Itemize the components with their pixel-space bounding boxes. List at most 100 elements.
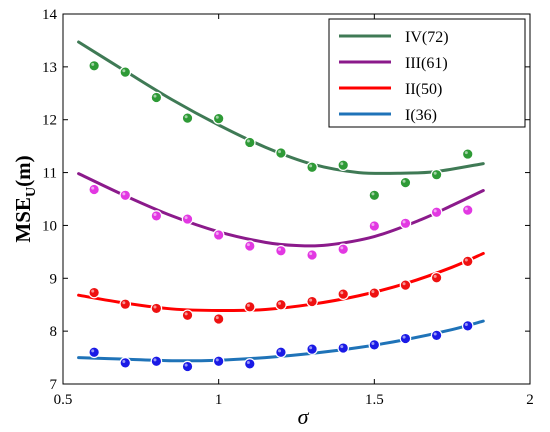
data-point: [150, 302, 163, 315]
legend-label: IV(72): [405, 29, 449, 46]
data-point: [150, 355, 163, 368]
x-tick-label: 2: [526, 392, 534, 408]
data-point-highlight: [433, 332, 437, 336]
data-point-highlight: [433, 274, 437, 278]
y-axis-label: MSEU(m): [11, 155, 39, 242]
data-point: [461, 255, 474, 268]
data-point: [399, 176, 412, 189]
axis-ticks: 0.5 1 1.5 2 7 8 9 10 11 12 13 14: [42, 7, 534, 408]
y-tick-label: 11: [43, 166, 57, 182]
fit-line: [77, 319, 485, 363]
x-tick-label: 1: [215, 392, 223, 408]
data-point-highlight: [402, 282, 406, 286]
series-1: [77, 172, 485, 261]
x-tick-label: 1.5: [365, 392, 384, 408]
data-point-highlight: [215, 316, 219, 320]
data-point-highlight: [309, 298, 313, 302]
y-tick-label: 13: [42, 60, 57, 76]
series-3: [77, 319, 485, 373]
data-point-highlight: [402, 220, 406, 224]
data-point: [399, 217, 412, 230]
data-point: [119, 66, 132, 78]
data-point-highlight: [464, 322, 468, 326]
data-point: [337, 288, 349, 300]
data-point: [399, 279, 412, 291]
data-point-highlight: [122, 301, 126, 305]
data-point-highlight: [215, 115, 219, 119]
data-point-highlight: [371, 290, 375, 294]
data-point-highlight: [122, 69, 126, 73]
fit-line: [77, 40, 485, 175]
data-marks: [77, 40, 485, 373]
data-point-highlight: [278, 349, 282, 353]
data-point: [461, 204, 474, 216]
data-point: [88, 60, 100, 72]
data-point: [368, 220, 381, 232]
y-tick-label: 10: [42, 218, 57, 234]
y-tick-label: 12: [42, 113, 57, 129]
data-point-highlight: [340, 162, 344, 166]
data-point-highlight: [215, 232, 219, 236]
data-point: [244, 358, 256, 370]
data-point-highlight: [184, 216, 188, 220]
data-point-highlight: [309, 252, 313, 256]
legend-label: III(61): [405, 55, 448, 72]
data-point-highlight: [246, 139, 250, 143]
data-point-highlight: [402, 335, 406, 339]
data-point: [306, 249, 318, 261]
data-point: [212, 112, 225, 125]
data-point: [181, 112, 194, 124]
data-point: [212, 229, 225, 241]
data-point: [244, 136, 256, 149]
data-point: [88, 183, 100, 196]
data-point: [181, 213, 194, 225]
data-point: [430, 329, 443, 342]
y-axis-label-subscript: U: [24, 187, 39, 197]
data-point: [244, 240, 256, 252]
data-point: [181, 360, 194, 373]
data-point-highlight: [371, 223, 375, 227]
data-point-highlight: [246, 303, 250, 307]
data-point: [150, 210, 163, 222]
legend-label: II(50): [405, 81, 442, 98]
data-point: [368, 189, 381, 202]
data-point-highlight: [246, 361, 250, 365]
data-point-highlight: [464, 258, 468, 262]
data-point-highlight: [153, 94, 157, 98]
data-point: [181, 309, 194, 322]
x-axis-label: σ: [298, 404, 310, 429]
data-point-highlight: [309, 164, 313, 168]
data-point-highlight: [340, 246, 344, 250]
data-point-highlight: [464, 151, 468, 155]
data-point: [337, 342, 349, 354]
series-0: [77, 40, 485, 202]
fit-line: [77, 251, 485, 313]
data-point: [244, 301, 256, 313]
data-point: [368, 339, 381, 351]
data-point: [275, 245, 287, 257]
y-axis-label-main: MSE: [11, 197, 35, 243]
y-tick-label: 9: [50, 271, 58, 287]
data-point: [119, 189, 132, 202]
data-point-highlight: [433, 171, 437, 175]
data-point-highlight: [153, 358, 157, 362]
data-point-highlight: [153, 213, 157, 217]
data-point: [275, 346, 287, 359]
legend: IV(72) III(61) II(50) I(36): [328, 18, 526, 128]
data-point-highlight: [433, 209, 437, 213]
data-point: [399, 332, 412, 345]
data-point-highlight: [153, 305, 157, 309]
data-point: [275, 147, 287, 159]
data-point-highlight: [215, 358, 219, 362]
x-tick-label: 0.5: [54, 392, 73, 408]
data-point-highlight: [464, 207, 468, 211]
data-point: [119, 298, 132, 310]
data-point: [430, 168, 443, 181]
data-point-highlight: [371, 192, 375, 196]
data-point: [306, 343, 318, 355]
data-point-highlight: [371, 341, 375, 345]
data-point-highlight: [184, 115, 188, 119]
data-point-highlight: [122, 192, 126, 196]
fit-line: [77, 172, 485, 248]
data-point-highlight: [184, 312, 188, 316]
